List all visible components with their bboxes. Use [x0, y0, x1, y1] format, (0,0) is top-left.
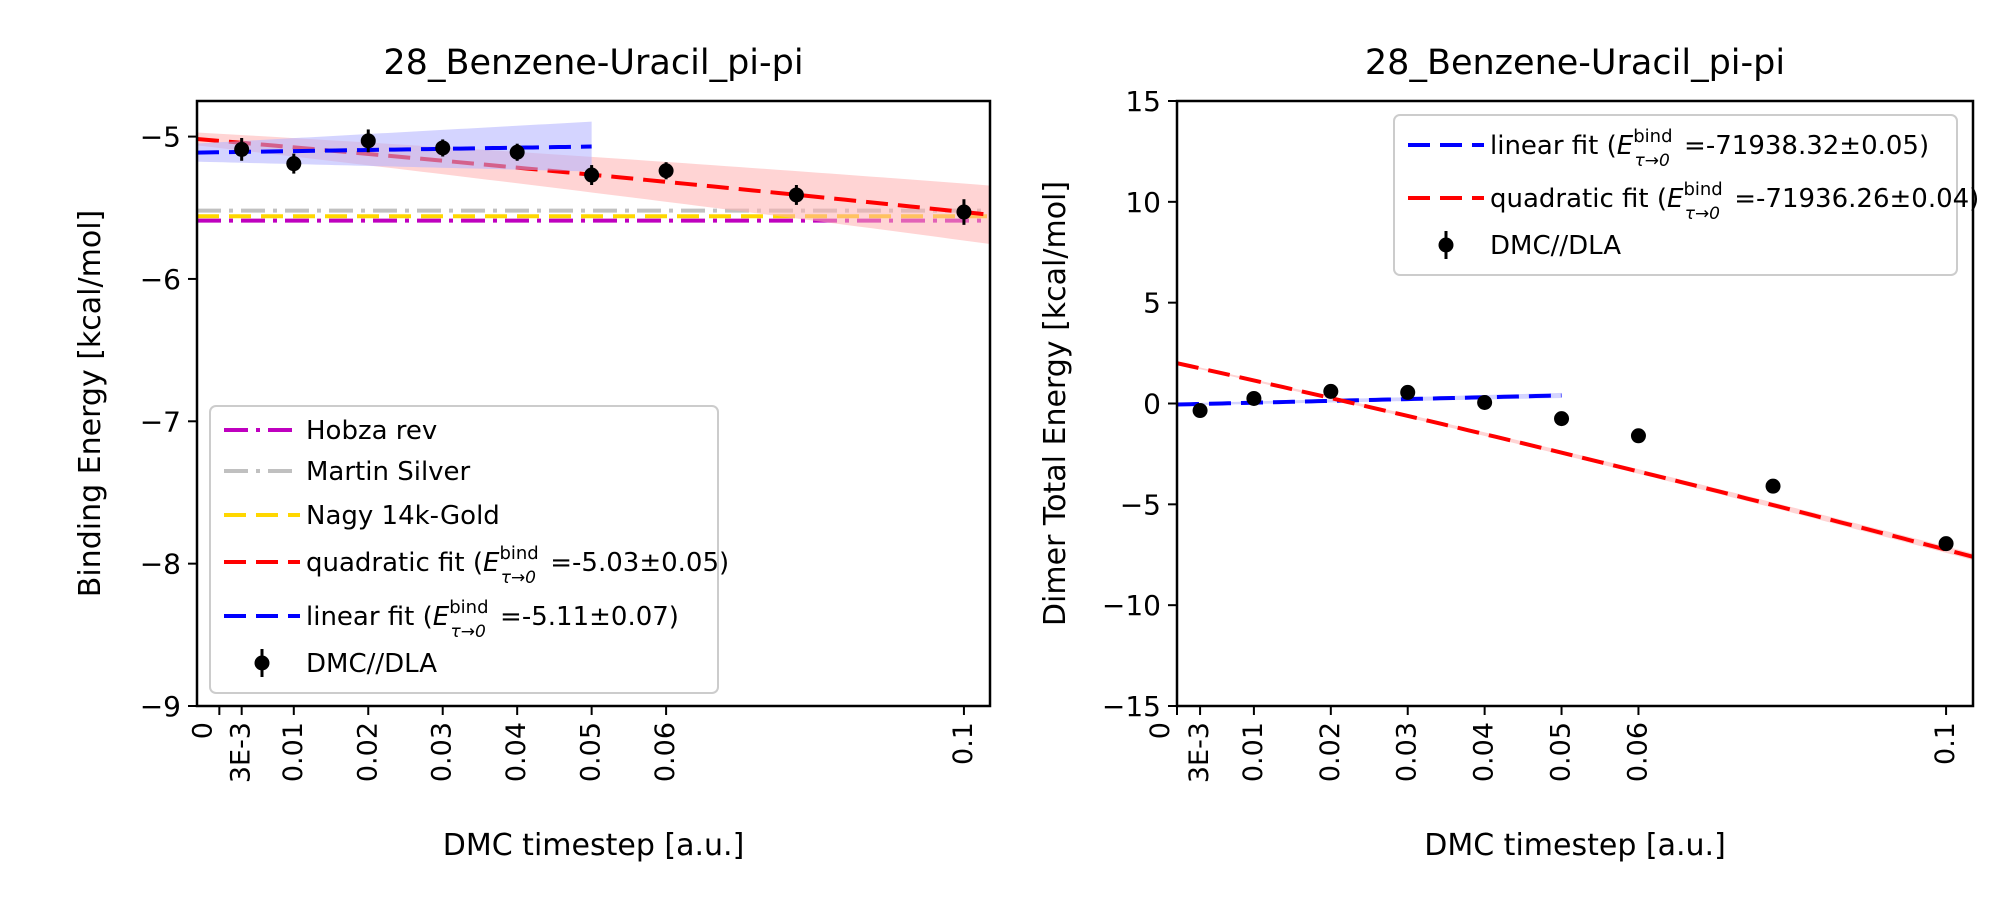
axes-frame: [195, 99, 992, 708]
legend-fit-value: =-71936.26±0.04): [1726, 184, 1979, 214]
x-tick-label: 3E-3: [1184, 722, 1215, 783]
data-point: [509, 144, 525, 160]
x-axis-label: DMC timestep [a.u.]: [1424, 828, 1726, 863]
data-point: [1554, 411, 1570, 427]
legend-superscript: bind: [499, 543, 538, 564]
legend-superscript: bind: [1633, 126, 1672, 147]
legend-superscript: bind: [1683, 179, 1722, 200]
legend-label: DMC//DLA: [1490, 231, 1621, 261]
y-tick-label: −15: [1102, 690, 1161, 723]
data-point: [584, 167, 600, 183]
data-point: [788, 187, 804, 203]
legend-label: linear fit (Ebind τ→0 =-71938.32±0.05): [1490, 126, 1929, 171]
data-point: [658, 163, 674, 179]
data-point: [1765, 478, 1781, 494]
data-point: [360, 133, 376, 149]
x-tick-label: 0: [187, 722, 218, 739]
y-tick-label: 15: [1125, 85, 1161, 118]
x-tick-label: 0.06: [1622, 722, 1653, 782]
legend-label: linear fit (Ebind τ→0 =-5.11±0.07): [306, 597, 679, 642]
x-tick-label: 0.04: [501, 722, 532, 782]
y-tick-label: −10: [1102, 589, 1161, 622]
y-tick-label: −7: [140, 405, 181, 438]
data-point: [435, 140, 451, 156]
y-tick-label: −5: [140, 121, 181, 154]
legend-subscript: τ→0: [1685, 204, 1720, 224]
y-tick-label: −5: [1120, 488, 1161, 521]
x-tick-label: 0.05: [1546, 722, 1577, 782]
plot-area: [1177, 361, 1973, 561]
legend-fit-value: =-5.03±0.05): [542, 548, 729, 578]
legend-subscript: τ→0: [501, 568, 536, 588]
chart-panel-1: 0 3E-3 0.01 0.02 0.03 0.04 0.05 0.06 0.1 −9 −8 −7 −6…: [73, 43, 992, 863]
data-point: [1938, 536, 1954, 552]
y-tick-label: −9: [140, 690, 181, 723]
legend-box: [209, 405, 719, 694]
y-tick-label: 5: [1143, 287, 1161, 320]
x-axis-label: DMC timestep [a.u.]: [443, 828, 745, 863]
x-tick-label: 0: [1145, 722, 1176, 739]
data-point: [1192, 403, 1208, 419]
legend-label: Martin Silver: [306, 457, 471, 487]
chart-title: 28_Benzene-Uracil_pi-pi: [1365, 43, 1785, 83]
data-point: [1246, 390, 1262, 406]
fit-line: [197, 144, 592, 155]
x-tick-label: 0.1: [948, 722, 979, 765]
y-tick-label: −8: [140, 548, 181, 581]
x-tick-label: 0.06: [650, 722, 681, 782]
legend-point-marker: [1438, 237, 1454, 253]
legend-fit-prefix: quadratic fit (: [306, 548, 483, 578]
x-tick-label: 3E-3: [226, 722, 257, 783]
data-point: [1323, 383, 1339, 399]
x-tick-label: 0.1: [1930, 722, 1961, 765]
data-point: [1477, 394, 1493, 410]
legend-label: DMC//DLA: [306, 649, 437, 679]
y-tick-label: 0: [1143, 388, 1161, 421]
data-point: [1630, 428, 1646, 444]
x-tick-label: 0.03: [1392, 722, 1423, 782]
x-tick-label: 0.01: [278, 722, 309, 782]
chart-panel-2: 0 3E-3 0.01 0.02 0.03 0.04 0.05 0.06 0.1 −15 −10 −5…: [1038, 43, 1979, 863]
legend-point-marker: [254, 655, 270, 671]
x-tick-label: 0.03: [427, 722, 458, 782]
x-tick-label: 0.04: [1469, 722, 1500, 782]
y-axis-label: Dimer Total Energy [kcal/mol]: [1038, 181, 1073, 626]
legend-subscript: τ→0: [451, 622, 486, 642]
x-tick-label: 0.01: [1238, 722, 1269, 782]
legend-symbol: E: [433, 602, 450, 632]
legend-superscript: bind: [449, 597, 488, 618]
y-tick-label: −6: [140, 263, 181, 296]
x-tick-label: 0.02: [352, 722, 383, 782]
legend-box: [1393, 114, 1958, 276]
legend-fit-prefix: quadratic fit (: [1490, 184, 1667, 214]
legend-subscript: τ→0: [1635, 151, 1670, 171]
legend-fit-prefix: linear fit (: [1490, 131, 1617, 161]
legend-label: Nagy 14k-Gold: [306, 501, 500, 531]
data-point: [234, 141, 250, 157]
y-tick-label: 10: [1125, 186, 1161, 219]
chart-title: 28_Benzene-Uracil_pi-pi: [383, 43, 803, 83]
legend-label: Hobza rev: [306, 416, 437, 446]
legend-label: quadratic fit (Ebind τ→0 =-5.03±0.05): [306, 543, 729, 588]
data-point: [286, 156, 302, 172]
legend-fit-value: =-5.11±0.07): [492, 602, 679, 632]
plot-area: [197, 121, 990, 245]
legend-symbol: E: [1617, 131, 1634, 161]
legend-symbol: E: [483, 548, 500, 578]
x-tick-label: 0.05: [576, 722, 607, 782]
legend-fit-prefix: linear fit (: [306, 602, 433, 632]
legend-fit-value: =-71938.32±0.05): [1676, 131, 1929, 161]
fit-line: [1177, 393, 1562, 407]
fit-line: [1177, 361, 1973, 559]
y-axis-label: Binding Energy [kcal/mol]: [73, 210, 108, 597]
data-point: [956, 204, 972, 220]
fit-band: [1177, 362, 1973, 561]
data-point: [1400, 384, 1416, 400]
x-tick-label: 0.02: [1315, 722, 1346, 782]
legend-symbol: E: [1667, 184, 1684, 214]
legend-label: quadratic fit (Ebind τ→0 =-71936.26±0.04): [1490, 179, 1979, 224]
